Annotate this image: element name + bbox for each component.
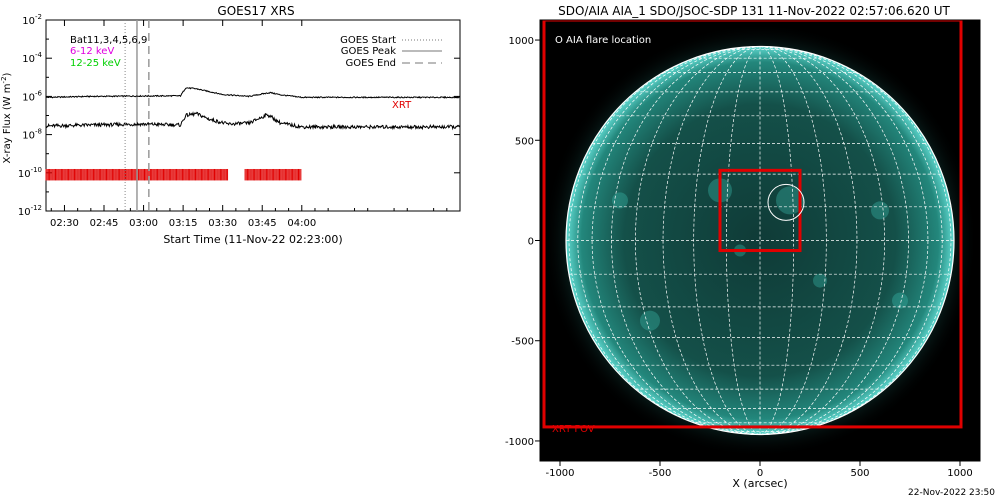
goes-y-tick-label: 10-4: [22, 51, 42, 65]
longitude-line: [725, 46, 761, 435]
goes-y-tick-exp: -8: [35, 128, 42, 136]
goes-x-axis-label: Start Time (11-Nov-22 02:23:00): [163, 233, 342, 246]
longitude-line: [759, 46, 943, 435]
longitude-line: [611, 46, 761, 435]
aia-image-panel: SDO/AIA AIA_1 SDO/JSOC-SDP 131 11-Nov-20…: [505, 4, 995, 498]
aia-y-tick-label: 1000: [509, 36, 534, 47]
goes-x-tick-label: 03:30: [208, 218, 237, 229]
goes-y-tick-label: 10-8: [22, 128, 42, 142]
goes-y-tick-exp: -2: [35, 13, 42, 21]
goes-y-tick-label: 10-6: [22, 89, 42, 103]
goes-chart-title: GOES17 XRS: [217, 4, 294, 18]
region-of-interest-box: [718, 168, 802, 253]
aia-x-tick-label: 500: [850, 468, 869, 479]
active-region-brightenings: [612, 178, 908, 331]
goes-y-tick-base: 10: [22, 92, 35, 103]
aia-y-axis: 1000 500 0 -500 -1000: [505, 36, 540, 448]
footer-timestamp: 22-Nov-2022 23:50: [908, 488, 995, 498]
aia-x-tick-label: 1000: [947, 468, 972, 479]
goes-y-axis-label-main: X-ray Flux (W m: [2, 83, 13, 163]
aia-x-tick-label: -1000: [545, 468, 574, 479]
longitude-line: [693, 46, 761, 435]
longitude-line: [759, 46, 858, 435]
legend-right-item-0: GOES Start: [340, 35, 396, 46]
aia-y-tick-label: 0: [528, 237, 534, 248]
goes-y-axis-label-exp: -2: [0, 76, 8, 83]
longitude-line: [577, 46, 761, 435]
goes-y-tick-exp: -12: [31, 204, 42, 212]
legend-right-item-2: GOES End: [346, 58, 396, 69]
aia-y-tick-label: -1000: [505, 437, 534, 448]
goes-y-tick-exp: -6: [35, 89, 43, 97]
goes-y-tick-label: 10-2: [22, 13, 42, 27]
active-region-spot: [776, 186, 804, 215]
longitude-line: [759, 46, 795, 435]
active-region-spot: [892, 292, 908, 309]
goes-y-tick-base: 10: [18, 169, 31, 180]
goes-flux-series-0: [45, 86, 461, 99]
active-region-spot: [640, 310, 660, 331]
goes-y-tick-exp: -4: [35, 51, 43, 59]
goes-x-axis: 02:30 02:45 03:00 03:15 03:30 03:45 04:00: [50, 20, 448, 229]
longitude-line: [759, 46, 909, 435]
goes-y-tick-base: 10: [18, 207, 31, 218]
xrt-fov-box: [542, 20, 963, 429]
goes-legend-left: Bat11,3,4,5,6,9 6-12 keV 12-25 keV: [70, 35, 147, 69]
active-region-spot: [813, 273, 827, 288]
goes-xrt-label: XRT: [392, 100, 412, 111]
goes-y-tick-exp: -10: [31, 166, 42, 174]
longitude-line: [635, 46, 761, 435]
solar-limb: [565, 45, 955, 436]
goes-y-axis-label: X-ray Flux (W m-2): [0, 72, 13, 163]
xrt-fov-label: XRT FOV: [552, 424, 595, 435]
goes-y-tick-label: 10-10: [18, 166, 42, 180]
goes-x-tick-label: 03:45: [248, 218, 277, 229]
active-region-spot: [612, 192, 628, 209]
goes-y-tick-base: 10: [22, 16, 35, 27]
goes-x-tick-label: 03:00: [129, 218, 158, 229]
goes-y-tick-label: 10-12: [18, 204, 42, 218]
longitude-line: [759, 46, 827, 435]
goes-y-axis-label-close: ): [2, 72, 13, 76]
legend-left-item-0: Bat11,3,4,5,6,9: [70, 35, 147, 46]
longitude-line: [591, 46, 761, 435]
longitude-line: [759, 46, 929, 435]
active-region-spot: [871, 201, 889, 220]
goes-y-tick-base: 10: [22, 131, 35, 142]
goes-x-tick-label: 02:45: [90, 218, 119, 229]
aia-y-tick-label: -500: [511, 337, 534, 348]
aia-x-axis: -1000 -500 0 500 1000: [545, 461, 973, 479]
heliographic-grid: [566, 46, 954, 435]
solar-disk: [566, 46, 954, 435]
goes-xrt-coverage: [45, 168, 302, 181]
longitude-line: [568, 46, 761, 435]
aia-y-tick-label: 500: [515, 136, 534, 147]
goes-x-tick-label: 03:15: [169, 218, 198, 229]
aia-x-tick-label: 0: [757, 468, 763, 479]
aia-legend: O AIA flare location: [555, 35, 651, 46]
goes-event-markers: [124, 20, 150, 211]
longitude-line: [759, 46, 952, 435]
aia-flare-location-marker: [767, 183, 805, 221]
longitude-line: [662, 46, 761, 435]
goes-flux-series-1: [45, 111, 461, 131]
goes-series-group: [45, 86, 461, 131]
goes-x-tick-label: 04:00: [287, 218, 316, 229]
legend-right-item-1: GOES Peak: [341, 46, 396, 57]
longitude-line: [759, 46, 885, 435]
aia-x-axis-label: X (arcsec): [732, 477, 787, 490]
legend-left-item-1: 6-12 keV: [70, 46, 114, 57]
goes-x-tick-label: 02:30: [50, 218, 79, 229]
aia-x-tick-label: -500: [649, 468, 672, 479]
legend-left-item-2: 12-25 keV: [70, 58, 121, 69]
aia-title: SDO/AIA AIA_1 SDO/JSOC-SDP 131 11-Nov-20…: [558, 4, 950, 18]
goes-y-tick-base: 10: [22, 54, 35, 65]
goes-legend-right: GOES Start GOES Peak GOES End: [340, 35, 442, 69]
